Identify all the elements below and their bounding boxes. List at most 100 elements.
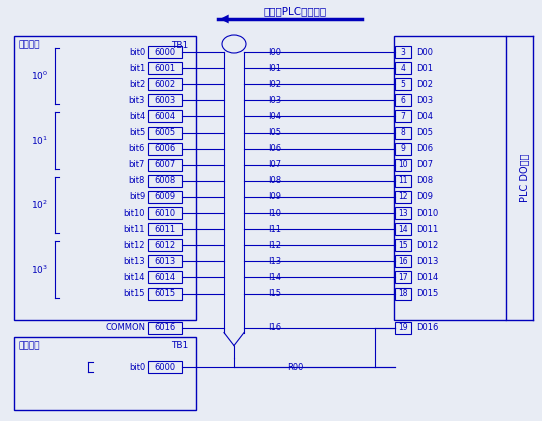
Text: 17: 17	[398, 273, 408, 282]
Text: TB1: TB1	[171, 341, 189, 351]
Text: I06: I06	[268, 144, 281, 153]
Text: 6001: 6001	[154, 64, 176, 72]
Bar	[148, 207, 182, 219]
Text: I01: I01	[268, 64, 281, 72]
Bar	[395, 272, 411, 283]
Text: 6013: 6013	[154, 257, 176, 266]
Bar	[395, 322, 411, 333]
Text: 16: 16	[398, 257, 408, 266]
Text: 18: 18	[398, 289, 408, 298]
Text: bit11: bit11	[124, 224, 145, 234]
Text: PLC DO模块: PLC DO模块	[519, 154, 529, 202]
Text: I07: I07	[268, 160, 281, 169]
Text: I05: I05	[268, 128, 281, 137]
Text: $10^3$: $10^3$	[31, 263, 48, 276]
Text: 6: 6	[401, 96, 405, 105]
Text: 4: 4	[401, 64, 405, 72]
Text: I16: I16	[268, 323, 281, 332]
Text: bit3: bit3	[128, 96, 145, 105]
Text: 6004: 6004	[154, 112, 176, 121]
Text: D04: D04	[416, 112, 433, 121]
Text: D09: D09	[416, 192, 433, 201]
Text: I10: I10	[268, 208, 281, 218]
Text: 右侧仪表: 右侧仪表	[18, 341, 40, 351]
Text: 11: 11	[398, 176, 408, 185]
Bar	[395, 78, 411, 90]
Text: 6006: 6006	[154, 144, 176, 153]
Text: 6000: 6000	[154, 48, 176, 56]
Text: I03: I03	[268, 96, 281, 105]
Text: 6002: 6002	[154, 80, 176, 89]
Bar	[395, 175, 411, 187]
Text: D013: D013	[416, 257, 438, 266]
Bar	[395, 191, 411, 203]
Bar	[148, 255, 182, 267]
Text: I09: I09	[268, 192, 281, 201]
Text: I00: I00	[268, 48, 281, 56]
Text: bit8: bit8	[128, 176, 145, 185]
Text: I02: I02	[268, 80, 281, 89]
Text: I13: I13	[268, 257, 281, 266]
Text: 3: 3	[401, 48, 405, 56]
Bar	[14, 36, 196, 320]
Text: bit1: bit1	[129, 64, 145, 72]
Text: bit0: bit0	[129, 362, 145, 371]
Text: I14: I14	[268, 273, 281, 282]
Text: 6012: 6012	[154, 241, 176, 250]
Text: bit10: bit10	[124, 208, 145, 218]
Text: D03: D03	[416, 96, 433, 105]
Text: 6011: 6011	[154, 224, 176, 234]
Text: D015: D015	[416, 289, 438, 298]
Bar	[395, 159, 411, 171]
Text: 6016: 6016	[154, 323, 176, 332]
Bar	[148, 62, 182, 74]
Text: D012: D012	[416, 241, 438, 250]
Text: bit9: bit9	[129, 192, 145, 201]
Text: 5: 5	[401, 80, 405, 89]
Text: D00: D00	[416, 48, 433, 56]
Bar	[395, 46, 411, 58]
Text: D02: D02	[416, 80, 433, 89]
Text: D01: D01	[416, 64, 433, 72]
Text: D05: D05	[416, 128, 433, 137]
Text: bit14: bit14	[124, 273, 145, 282]
Text: bit0: bit0	[129, 48, 145, 56]
Text: 8: 8	[401, 128, 405, 137]
Bar	[395, 207, 411, 219]
Bar	[148, 272, 182, 283]
Text: D016: D016	[416, 323, 438, 332]
Text: bit6: bit6	[128, 144, 145, 153]
Text: 6015: 6015	[154, 289, 176, 298]
Text: bit13: bit13	[124, 257, 145, 266]
Text: I11: I11	[268, 224, 281, 234]
Bar	[148, 78, 182, 90]
Text: 6009: 6009	[154, 192, 176, 201]
Text: 6000: 6000	[154, 362, 176, 371]
Ellipse shape	[222, 35, 246, 53]
Text: D014: D014	[416, 273, 438, 282]
Text: 9: 9	[401, 144, 405, 153]
Text: 12: 12	[398, 192, 408, 201]
Text: 6003: 6003	[154, 96, 176, 105]
Bar	[148, 126, 182, 139]
Bar	[148, 46, 182, 58]
Text: $10^1$: $10^1$	[31, 134, 48, 147]
Bar	[395, 110, 411, 123]
Text: $10^2$: $10^2$	[31, 199, 48, 211]
Bar	[395, 143, 411, 155]
Text: COMMON: COMMON	[105, 323, 145, 332]
Text: 7: 7	[401, 112, 405, 121]
Bar	[395, 255, 411, 267]
Text: D06: D06	[416, 144, 433, 153]
Text: bit15: bit15	[124, 289, 145, 298]
Text: 6008: 6008	[154, 176, 176, 185]
Text: 15: 15	[398, 241, 408, 250]
Text: 6010: 6010	[154, 208, 176, 218]
Bar	[148, 239, 182, 251]
Text: bit4: bit4	[129, 112, 145, 121]
Text: 14: 14	[398, 224, 408, 234]
Text: 数据从PLC传到仪表: 数据从PLC传到仪表	[263, 6, 327, 16]
Text: D010: D010	[416, 208, 438, 218]
Bar	[395, 239, 411, 251]
Text: 6005: 6005	[154, 128, 176, 137]
